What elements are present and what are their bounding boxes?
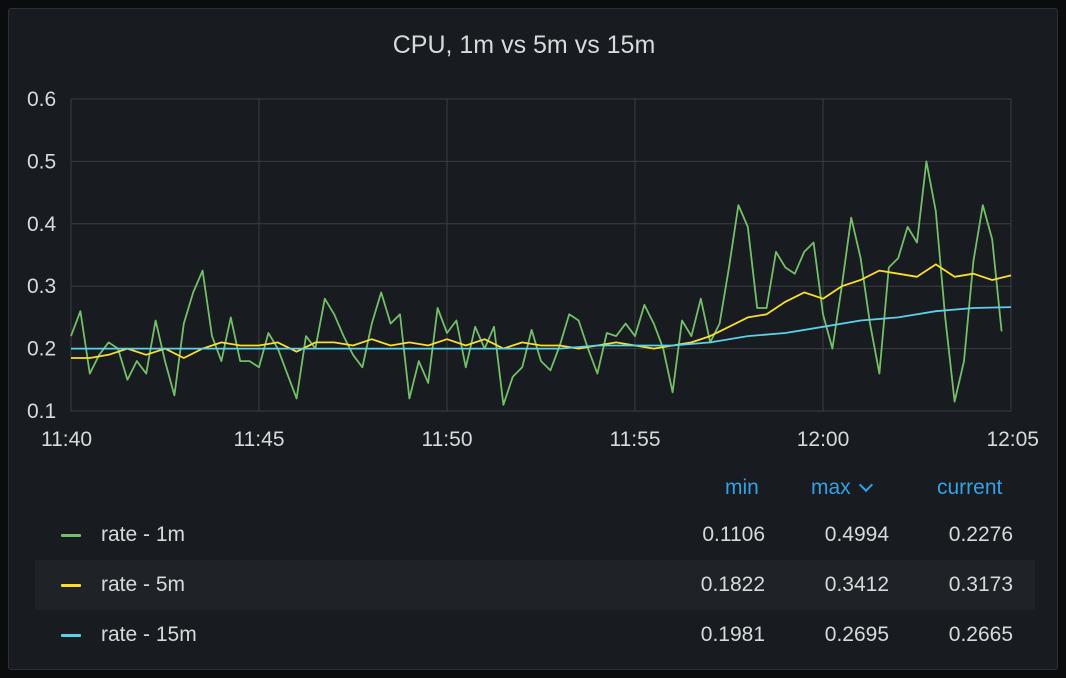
legend-series-name[interactable]: rate - 5m	[101, 573, 186, 596]
legend-col-max-label: max	[811, 476, 851, 499]
legend-row[interactable]: rate - 5m 0.1822 0.3412 0.3173	[35, 560, 1035, 610]
panel: CPU, 1m vs 5m vs 15m 0.1 0.2 0.3 0.4 0.5 0.6 1…	[8, 8, 1058, 670]
legend-value-max: 0.2695	[824, 623, 889, 646]
legend-col-max[interactable]: max	[811, 476, 873, 500]
legend-swatch	[61, 534, 81, 537]
legend-swatch	[61, 584, 81, 587]
legend-series-name[interactable]: rate - 15m	[101, 623, 197, 646]
series-line-2	[71, 263, 1012, 359]
series-line-3	[71, 306, 1012, 350]
legend-value-max: 0.4994	[824, 523, 889, 546]
legend-value-min: 0.1106	[702, 523, 765, 546]
legend-rows: rate - 1m 0.1106 0.4994 0.2276 rate - 5m 0.18…	[35, 510, 1035, 660]
legend-series-name[interactable]: rate - 1m	[101, 523, 186, 546]
x-tick-label: 12:00	[797, 428, 850, 451]
legend-row[interactable]: rate - 1m 0.1106 0.4994 0.2276	[35, 510, 1035, 560]
panel-title[interactable]: CPU, 1m vs 5m vs 15m	[392, 31, 656, 59]
x-tick-label: 11:45	[234, 428, 285, 451]
chevron-down-icon	[858, 477, 873, 493]
legend: min max current rate - 1m 0.1106 0.4994 0.2…	[35, 464, 1035, 660]
x-tick-label: 12:05	[986, 428, 1039, 451]
legend-value-current: 0.2276	[948, 523, 1013, 546]
legend-col-min[interactable]: min	[725, 476, 759, 499]
x-tick-label: 11:40	[41, 428, 92, 451]
legend-row[interactable]: rate - 15m 0.1981 0.2695 0.2665	[35, 610, 1035, 660]
series-line-1	[70, 160, 1003, 406]
legend-value-current: 0.3173	[948, 573, 1013, 596]
legend-value-max: 0.3412	[824, 573, 889, 596]
y-tick-label: 0.6	[27, 88, 56, 111]
x-tick-label: 11:50	[422, 428, 473, 451]
y-tick-label: 0.5	[27, 150, 56, 173]
y-tick-label: 0.4	[27, 213, 57, 236]
y-tick-label: 0.2	[27, 338, 56, 361]
x-tick-label: 11:55	[610, 428, 661, 451]
legend-value-current: 0.2665	[948, 623, 1013, 646]
legend-header: min max current	[35, 464, 1035, 510]
y-tick-label: 0.1	[27, 400, 56, 423]
legend-value-min: 0.1822	[700, 573, 765, 596]
legend-swatch	[61, 634, 81, 637]
legend-value-min: 0.1981	[700, 623, 765, 646]
y-tick-label: 0.3	[27, 275, 56, 298]
legend-col-current[interactable]: current	[937, 476, 1003, 499]
chart-plot: 0.1 0.2 0.3 0.4 0.5 0.6 11:40 11:45 11:50 11:55 12…	[27, 88, 1039, 451]
